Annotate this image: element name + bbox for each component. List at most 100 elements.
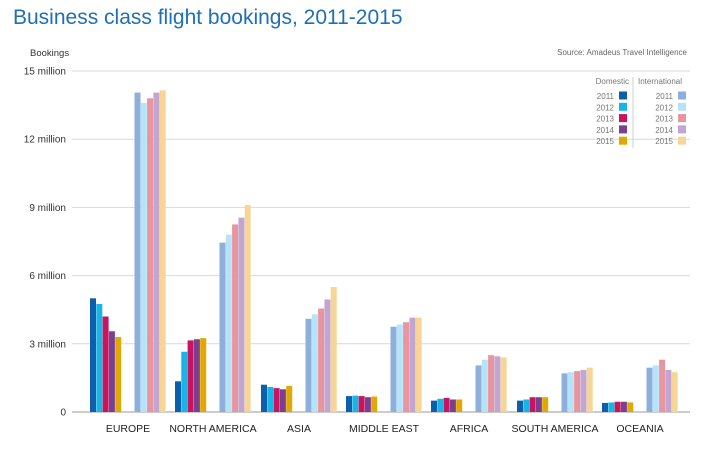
bar xyxy=(330,286,337,412)
bar xyxy=(409,317,416,412)
bar xyxy=(614,401,621,412)
bar xyxy=(481,359,488,412)
bar xyxy=(646,367,653,412)
bar xyxy=(238,217,245,412)
bar xyxy=(602,402,608,412)
x-category-label: AFRICA xyxy=(450,423,489,435)
chart-title: Business class flight bookings, 2011-201… xyxy=(13,6,403,29)
bar xyxy=(102,316,109,412)
bar xyxy=(403,322,410,412)
bar xyxy=(488,355,495,412)
bar xyxy=(665,369,672,412)
legend-label: 2013 xyxy=(655,115,673,124)
legend-swatch xyxy=(678,136,686,145)
bar xyxy=(608,402,615,412)
legend-label: 2011 xyxy=(597,92,615,101)
bar xyxy=(279,389,286,412)
bar xyxy=(542,397,549,412)
x-category-label: NORTH AMERICA xyxy=(169,423,256,435)
legend-swatch xyxy=(619,102,627,111)
bar xyxy=(108,331,115,412)
bar xyxy=(652,365,659,412)
x-category-label: MIDDLE EAST xyxy=(349,423,420,435)
y-tick-label: 9 million xyxy=(29,203,66,214)
bar xyxy=(574,371,581,412)
legend-header-domestic: Domestic xyxy=(596,77,629,86)
bar xyxy=(115,336,122,412)
bar xyxy=(90,298,96,412)
bar xyxy=(390,326,397,412)
legend-label: 2011 xyxy=(656,92,674,101)
bar xyxy=(352,395,359,412)
legend-label: 2015 xyxy=(655,137,673,146)
legend-swatch xyxy=(678,114,686,123)
bar xyxy=(244,205,251,412)
bar xyxy=(358,396,365,412)
y-tick-label: 15 million xyxy=(24,67,66,78)
bar xyxy=(187,340,194,412)
bar xyxy=(620,401,627,412)
legend-header-international: International xyxy=(638,77,682,86)
bar xyxy=(580,369,587,412)
bar xyxy=(159,90,166,412)
bar xyxy=(567,372,574,412)
legend-label: 2014 xyxy=(596,126,614,135)
bar xyxy=(134,92,141,412)
x-category-label: ASIA xyxy=(287,423,311,435)
bar xyxy=(219,242,226,412)
bar xyxy=(517,400,523,412)
bar xyxy=(627,402,634,412)
bar xyxy=(153,92,160,412)
y-tick-label: 12 million xyxy=(24,135,66,146)
bar xyxy=(346,396,352,412)
bar xyxy=(324,299,331,412)
bar xyxy=(175,381,181,412)
bar xyxy=(659,359,666,412)
bar xyxy=(561,373,568,412)
legend-swatch xyxy=(678,125,686,134)
legend-swatch xyxy=(678,102,686,111)
legend-swatch xyxy=(619,91,627,100)
x-category-label: SOUTH AMERICA xyxy=(512,423,599,435)
bar xyxy=(96,304,103,412)
bar xyxy=(181,351,188,412)
bar xyxy=(225,234,232,412)
bar xyxy=(286,385,293,412)
legend-swatch xyxy=(619,136,627,145)
y-tick-label: 3 million xyxy=(29,339,66,350)
bar xyxy=(147,98,154,412)
source-note: Source: Amadeus Travel Intelligence xyxy=(557,48,687,57)
bar xyxy=(437,398,444,412)
bar xyxy=(475,365,482,412)
legend-label: 2014 xyxy=(655,126,673,135)
y-tick-label: 0 xyxy=(60,408,66,419)
bar xyxy=(318,308,325,412)
bar xyxy=(494,356,501,412)
y-tick-label: 6 million xyxy=(29,271,66,282)
x-category-label: EUROPE xyxy=(106,423,150,435)
x-category-label: OCEANIA xyxy=(616,423,663,435)
bar xyxy=(500,357,507,412)
bar xyxy=(305,318,312,412)
bar xyxy=(396,324,403,412)
bar xyxy=(456,399,463,412)
y-axis-label: Bookings xyxy=(30,48,70,59)
bar xyxy=(140,102,147,413)
bar xyxy=(232,224,239,412)
bar xyxy=(273,388,280,412)
legend-swatch xyxy=(619,114,627,123)
bar xyxy=(671,372,678,412)
bar xyxy=(586,367,593,412)
bar xyxy=(535,397,542,412)
bar xyxy=(443,397,450,412)
bar xyxy=(364,397,371,412)
legend-label: 2015 xyxy=(596,137,614,146)
legend-swatch xyxy=(619,125,627,134)
bar xyxy=(449,399,456,412)
bar xyxy=(267,386,274,412)
legend-label: 2012 xyxy=(596,103,614,112)
bar xyxy=(523,399,530,412)
bar xyxy=(200,338,207,412)
bar xyxy=(193,339,200,412)
